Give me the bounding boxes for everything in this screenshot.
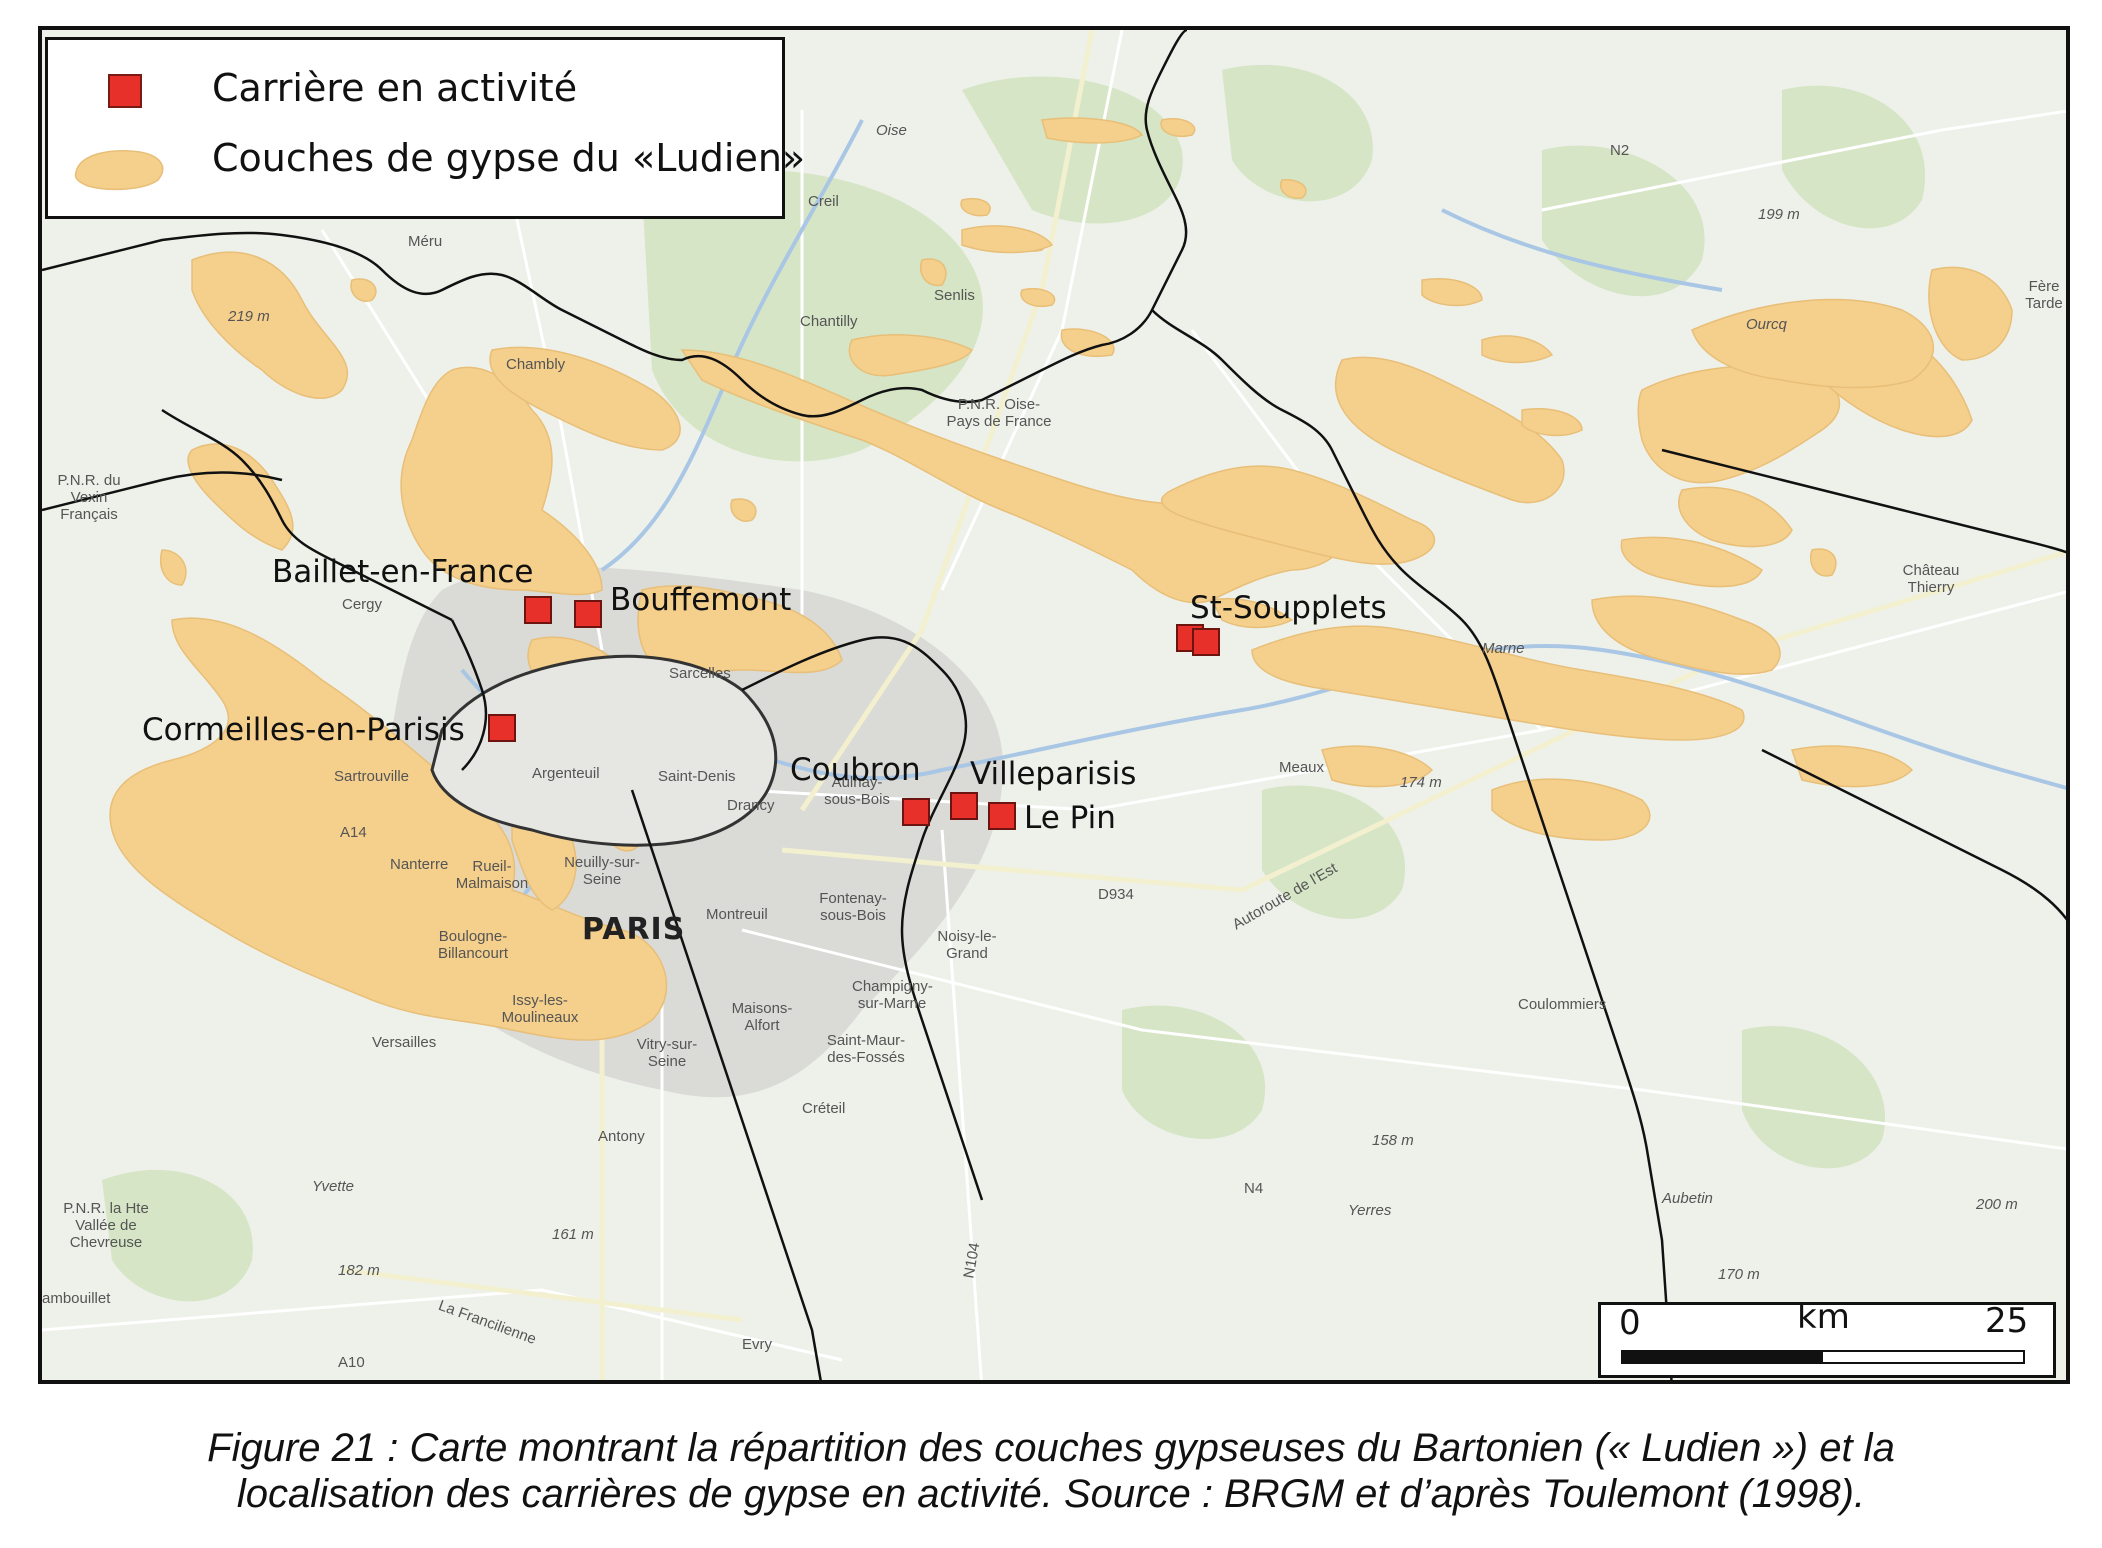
quarry-bouffemont[interactable] bbox=[574, 600, 602, 628]
montreuil-label: Montreuil bbox=[706, 906, 768, 923]
scale-end: 25 bbox=[1985, 1301, 2029, 1341]
pnr-oise-label: P.N.R. Oise-Pays de France bbox=[946, 396, 1052, 430]
legend-quarry-swatch bbox=[108, 74, 142, 108]
boulogne-label: Boulogne-Billancourt bbox=[437, 928, 509, 962]
label-le-pin: Le Pin bbox=[1024, 800, 1116, 836]
pnr-vexin-label: P.N.R. du Vexin Français bbox=[57, 472, 121, 523]
label-cormeilles: Cormeilles-en-Parisis bbox=[142, 712, 465, 748]
figure-caption-line-2: localisation des carrières de gypse en a… bbox=[236, 1472, 1866, 1516]
oise-label: Oise bbox=[876, 122, 907, 139]
issy-label: Issy-les-Moulineaux bbox=[501, 992, 579, 1026]
n4-label: N4 bbox=[1244, 1180, 1264, 1197]
rambouillet-label: ambouillet bbox=[42, 1290, 111, 1307]
legend-quarry-label: Carrière en activité bbox=[212, 66, 578, 110]
quarry-baillet[interactable] bbox=[524, 596, 552, 624]
sarcelles-label: Sarcelles bbox=[669, 665, 731, 682]
chambly-label: Chambly bbox=[506, 356, 566, 373]
antony-label: Antony bbox=[598, 1128, 645, 1145]
marne-label: Marne bbox=[1482, 640, 1525, 657]
quarry-le-pin[interactable] bbox=[988, 802, 1016, 830]
roads bbox=[42, 30, 2066, 1380]
elev-161-label: 161 m bbox=[552, 1226, 594, 1243]
scale-bar-fill bbox=[1623, 1352, 1823, 1362]
fere-label: Fère Tarde bbox=[2025, 278, 2063, 312]
coulommiers-label: Coulommiers bbox=[1518, 996, 1607, 1013]
label-st-soupplets: St-Soupplets bbox=[1190, 590, 1387, 626]
pnr-chevreuse-label: P.N.R. la Hte Vallée de Chevreuse bbox=[63, 1200, 149, 1251]
meaux-label: Meaux bbox=[1279, 759, 1325, 776]
evry-label: Evry bbox=[742, 1336, 772, 1353]
scale-bar-track bbox=[1621, 1350, 2025, 1364]
elev-199-label: 199 m bbox=[1758, 206, 1800, 223]
legend-gypsum-label: Couches de gypse du «Ludien» bbox=[212, 136, 806, 180]
a10-label: A10 bbox=[338, 1354, 365, 1371]
elev-182-label: 182 m bbox=[338, 1262, 380, 1279]
creil-label: Creil bbox=[808, 193, 839, 210]
argenteuil-label: Argenteuil bbox=[532, 765, 600, 782]
map-frame[interactable]: PARIS Méru Creil Senlis Chantilly Chambl… bbox=[38, 26, 2070, 1384]
legend-gypsum-swatch bbox=[74, 150, 164, 191]
scale-start: 0 bbox=[1619, 1303, 1641, 1343]
d934-label: D934 bbox=[1098, 886, 1134, 903]
rueil-label: Rueil-Malmaison bbox=[455, 858, 529, 892]
chantilly-label: Chantilly bbox=[800, 313, 858, 330]
elev-174-label: 174 m bbox=[1400, 774, 1442, 791]
maisons-label: Maisons-Alfort bbox=[731, 1000, 793, 1034]
cergy-label: Cergy bbox=[342, 596, 383, 613]
senlis-label: Senlis bbox=[934, 287, 975, 304]
yvette-label: Yvette bbox=[312, 1178, 354, 1195]
elev-219-label: 219 m bbox=[228, 308, 270, 325]
ourcq-label: Ourcq bbox=[1746, 316, 1787, 333]
aubetin-label: Aubetin bbox=[1662, 1190, 1713, 1207]
elev-158-label: 158 m bbox=[1372, 1132, 1414, 1149]
drancy-label: Drancy bbox=[727, 797, 775, 814]
basemap bbox=[42, 30, 2066, 1380]
label-bouffemont: Bouffemont bbox=[610, 582, 792, 618]
quarry-coubron[interactable] bbox=[902, 798, 930, 826]
versailles-label: Versailles bbox=[372, 1034, 437, 1051]
elev-200-label: 200 m bbox=[1976, 1196, 2018, 1213]
n2-label: N2 bbox=[1610, 142, 1630, 159]
label-baillet: Baillet-en-France bbox=[272, 554, 534, 590]
noisy-label: Noisy-le-Grand bbox=[937, 928, 997, 962]
chateau-thierry-label: Château Thierry bbox=[1902, 562, 1960, 596]
department-borders bbox=[42, 30, 2066, 1380]
a14-label: A14 bbox=[340, 824, 367, 841]
scale-bar: 0 km 25 bbox=[1598, 1297, 2056, 1378]
elev-170-label: 170 m bbox=[1718, 1266, 1760, 1283]
saint-maur-label: Saint-Maur-des-Fossés bbox=[826, 1032, 906, 1066]
paris-label: PARIS bbox=[582, 912, 686, 947]
yerres-label: Yerres bbox=[1348, 1202, 1392, 1219]
sartrouville-label: Sartrouville bbox=[334, 768, 410, 785]
fontenay-label: Fontenay-sous-Bois bbox=[819, 890, 887, 924]
label-coubron: Coubron bbox=[790, 752, 921, 788]
quarry-villeparisis[interactable] bbox=[950, 792, 978, 820]
neuilly-label: Neuilly-sur-Seine bbox=[564, 854, 640, 888]
quarry-cormeilles[interactable] bbox=[488, 714, 516, 742]
scale-unit: km bbox=[1797, 1297, 1850, 1337]
label-villeparisis: Villeparisis bbox=[970, 756, 1137, 792]
nanterre-label: Nanterre bbox=[390, 856, 449, 873]
meru-label: Méru bbox=[408, 233, 443, 250]
vitry-label: Vitry-sur-Seine bbox=[636, 1036, 698, 1070]
legend: Carrière en activité Couches de gypse du… bbox=[45, 37, 805, 219]
quarry-st-soupplets-2[interactable] bbox=[1192, 628, 1220, 656]
aulnay-label: Aulnay-sous-Bois bbox=[824, 774, 890, 808]
creteil-label: Créteil bbox=[802, 1100, 846, 1117]
figure-caption-line-1: Figure 21 : Carte montrant la répartitio… bbox=[207, 1426, 1895, 1470]
champigny-label: Champigny-sur-Marne bbox=[852, 978, 933, 1012]
paris-boundary bbox=[430, 654, 778, 847]
saint-denis-label: Saint-Denis bbox=[658, 768, 736, 785]
